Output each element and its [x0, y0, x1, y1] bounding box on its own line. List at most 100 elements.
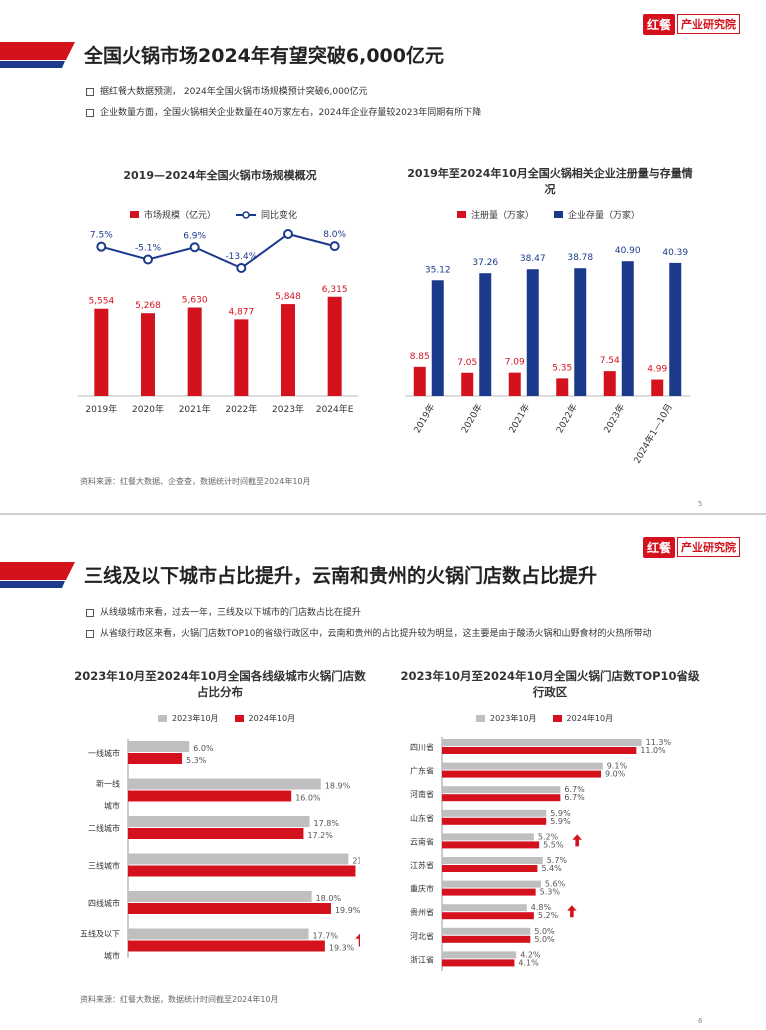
brand-badge: 红餐 产业研究院 — [642, 13, 740, 35]
category-label: 四线城市 — [88, 898, 120, 908]
legend-label: 同比变化 — [261, 211, 298, 221]
bar-2024 — [442, 841, 540, 849]
bar-2024 — [442, 817, 547, 825]
brand-logo: 红餐 — [642, 536, 675, 558]
up-arrow-icon — [355, 933, 360, 947]
chart-legend: 2023年10月 2024年10月 — [476, 713, 613, 724]
bar-registrations — [461, 372, 474, 396]
chart-title: 2023年10月至2024年10月全国各线级城市火锅门店数占比分布 — [74, 669, 366, 699]
bar-value-label: 5.5% — [543, 840, 564, 849]
page-title: 全国火锅市场2024年有望突破6,000亿元 — [84, 45, 444, 67]
chart-title: 2019年至2024年10月全国火锅相关企业注册量与存量情况 — [407, 167, 693, 196]
category-label: 新一线 — [96, 779, 120, 789]
bar-market-size — [234, 319, 249, 396]
point-yoy — [283, 229, 293, 239]
bar-value-label: 17.8% — [314, 819, 340, 828]
bar-stock — [574, 268, 587, 396]
category-label: 广东省 — [410, 766, 434, 776]
bar-2023 — [128, 741, 190, 752]
x-tick-label: 2020年 — [132, 403, 164, 415]
point-yoy — [143, 254, 153, 265]
chart-title: 2019—2024年全国火锅市场规模概况 — [123, 169, 317, 182]
bar-value-label: 4.8% — [531, 903, 552, 912]
x-tick-label: 2019年 — [411, 402, 437, 436]
bar-2024 — [128, 753, 183, 764]
page-number: 5 — [698, 500, 703, 508]
category-label: 河南省 — [410, 789, 434, 799]
bar-value-label: 6.7% — [564, 793, 585, 802]
bar-value-label: 18.9% — [325, 782, 351, 791]
bar-value-label: 5.2% — [538, 832, 559, 841]
bar-value-label: 9.0% — [605, 770, 626, 779]
bar-value-label: 9.1% — [607, 762, 628, 771]
bar-stock — [669, 262, 682, 396]
bar-2023 — [442, 880, 541, 888]
x-tick-label: 2023年 — [272, 403, 304, 415]
bar-2024 — [442, 935, 531, 943]
bar-value-label: 7.09 — [505, 358, 525, 368]
bar-2024 — [442, 770, 601, 778]
bar-value-label: 7.54 — [600, 356, 620, 366]
category-label: 城市 — [104, 801, 120, 811]
category-label: 城市 — [104, 951, 120, 961]
bar-2024 — [128, 903, 331, 914]
source-note: 资料来源：红餐大数据、企查查，数据统计时间截至2024年10月 — [80, 477, 311, 486]
bar-value-label: 19.3% — [329, 944, 355, 953]
brand-name: 产业研究院 — [677, 14, 740, 34]
enterprise-chart: 8.85 35.12 2019年 7.05 37.26 2020年 7.09 38.47 202… — [405, 246, 690, 466]
bar-value-label: 19.9% — [335, 906, 360, 915]
category-label: 贵州省 — [410, 907, 434, 917]
up-arrow-icon — [567, 905, 577, 918]
x-tick-label: 2021年 — [179, 403, 211, 415]
x-tick-label: 2019年 — [85, 403, 117, 415]
chart-legend: 注册量（万家） 企业存量（万家） — [457, 208, 640, 221]
up-arrow-icon — [572, 834, 582, 847]
bar-2023 — [128, 928, 309, 940]
bar-market-size — [141, 313, 155, 396]
bar-2023 — [442, 809, 547, 817]
brand-logo: 红餐 — [642, 13, 675, 35]
bar-value-label: 5,848 — [275, 292, 301, 302]
bar-2023 — [442, 904, 527, 912]
x-tick-label: 2021年 — [506, 402, 532, 436]
page-number: 6 — [698, 1017, 703, 1025]
bar-value-label: 16.0% — [295, 794, 321, 803]
bar-value-label: 5,554 — [88, 297, 114, 307]
x-tick-label: 2022年 — [225, 403, 257, 415]
bar-value-label: 5.0% — [534, 927, 555, 936]
point-yoy — [329, 241, 340, 252]
chart-title: 2023年10月至2024年10月全国火锅门店数TOP10省级行政区 — [400, 669, 700, 699]
bar-2023 — [128, 891, 312, 902]
point-yoy — [236, 263, 247, 273]
line-yoy — [101, 232, 335, 270]
legend-swatch — [457, 211, 466, 218]
bullet-item: 据红餐大数据预测， 2024年全国火锅市场规模预计突破6,000亿元 — [84, 86, 734, 99]
legend-swatch — [554, 211, 564, 218]
bullet-item: 从省级行政区来看，火锅门店数TOP10的省级行政区中，云南和贵州的占比提升较为明… — [84, 628, 734, 641]
bar-stock — [431, 280, 444, 396]
bar-2023 — [442, 833, 534, 841]
x-tick-label: 2022年 — [554, 402, 580, 436]
category-label: 三线城市 — [88, 861, 120, 871]
point-yoy — [96, 241, 107, 252]
bar-2024 — [442, 959, 515, 967]
category-label: 四川省 — [410, 742, 434, 752]
bar-market-size — [94, 308, 109, 396]
x-tick-label: 2024年1—10月 — [631, 402, 675, 466]
bar-value-label: 5,630 — [182, 296, 208, 306]
legend-swatch — [552, 715, 562, 722]
bar-2024 — [128, 940, 325, 952]
bar-stock — [479, 273, 492, 396]
bullet-list: 从线级城市来看，过去一年，三线及以下城市的门店数占比在提升 从省级行政区来看，火… — [84, 607, 734, 649]
bar-value-label: 6.0% — [193, 744, 214, 753]
title-accent-bar — [0, 42, 75, 68]
bar-value-label: 21.6% — [352, 857, 360, 866]
category-label: 重庆市 — [410, 884, 434, 894]
bar-value-label: 4.1% — [518, 958, 539, 967]
bar-registrations — [413, 366, 426, 396]
slide-city-tier: 红餐 产业研究院 三线及以下城市占比提升，云南和贵州的火锅门店数占比提升 从线级… — [0, 515, 766, 1030]
bar-value-label: 22.3% — [359, 869, 360, 878]
brand-name: 产业研究院 — [677, 537, 740, 557]
page-title: 三线及以下城市占比提升，云南和贵州的火锅门店数占比提升 — [84, 565, 598, 587]
